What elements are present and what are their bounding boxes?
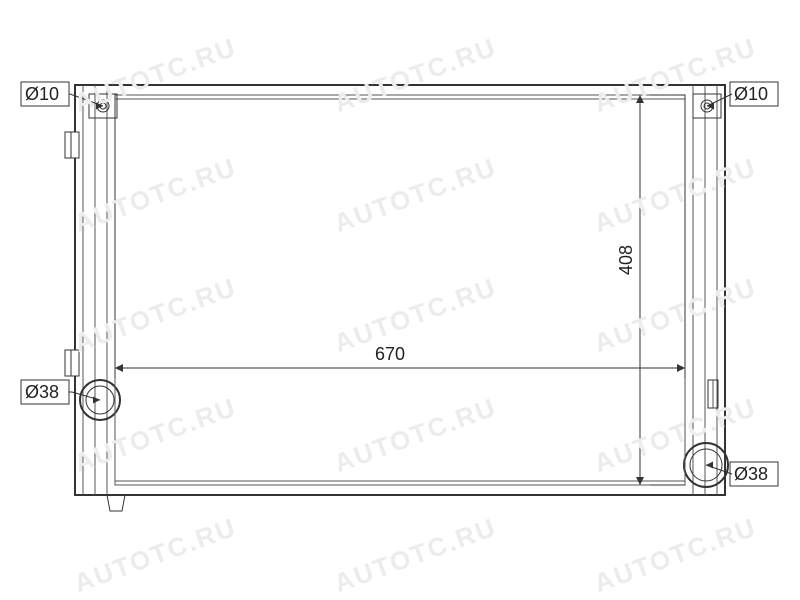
dim-height-label: 408	[616, 245, 636, 275]
callout-label: Ø10	[734, 84, 768, 104]
technical-drawing: 670 408 Ø10 Ø10 Ø38 Ø38	[0, 0, 800, 600]
radiator-core	[115, 95, 685, 485]
callout-label: Ø10	[25, 84, 59, 104]
radiator-outline	[75, 85, 725, 495]
drain-plug	[107, 495, 125, 511]
callout-label: Ø38	[734, 464, 768, 484]
callout-label: Ø38	[25, 382, 59, 402]
dim-width-label: 670	[375, 344, 405, 364]
